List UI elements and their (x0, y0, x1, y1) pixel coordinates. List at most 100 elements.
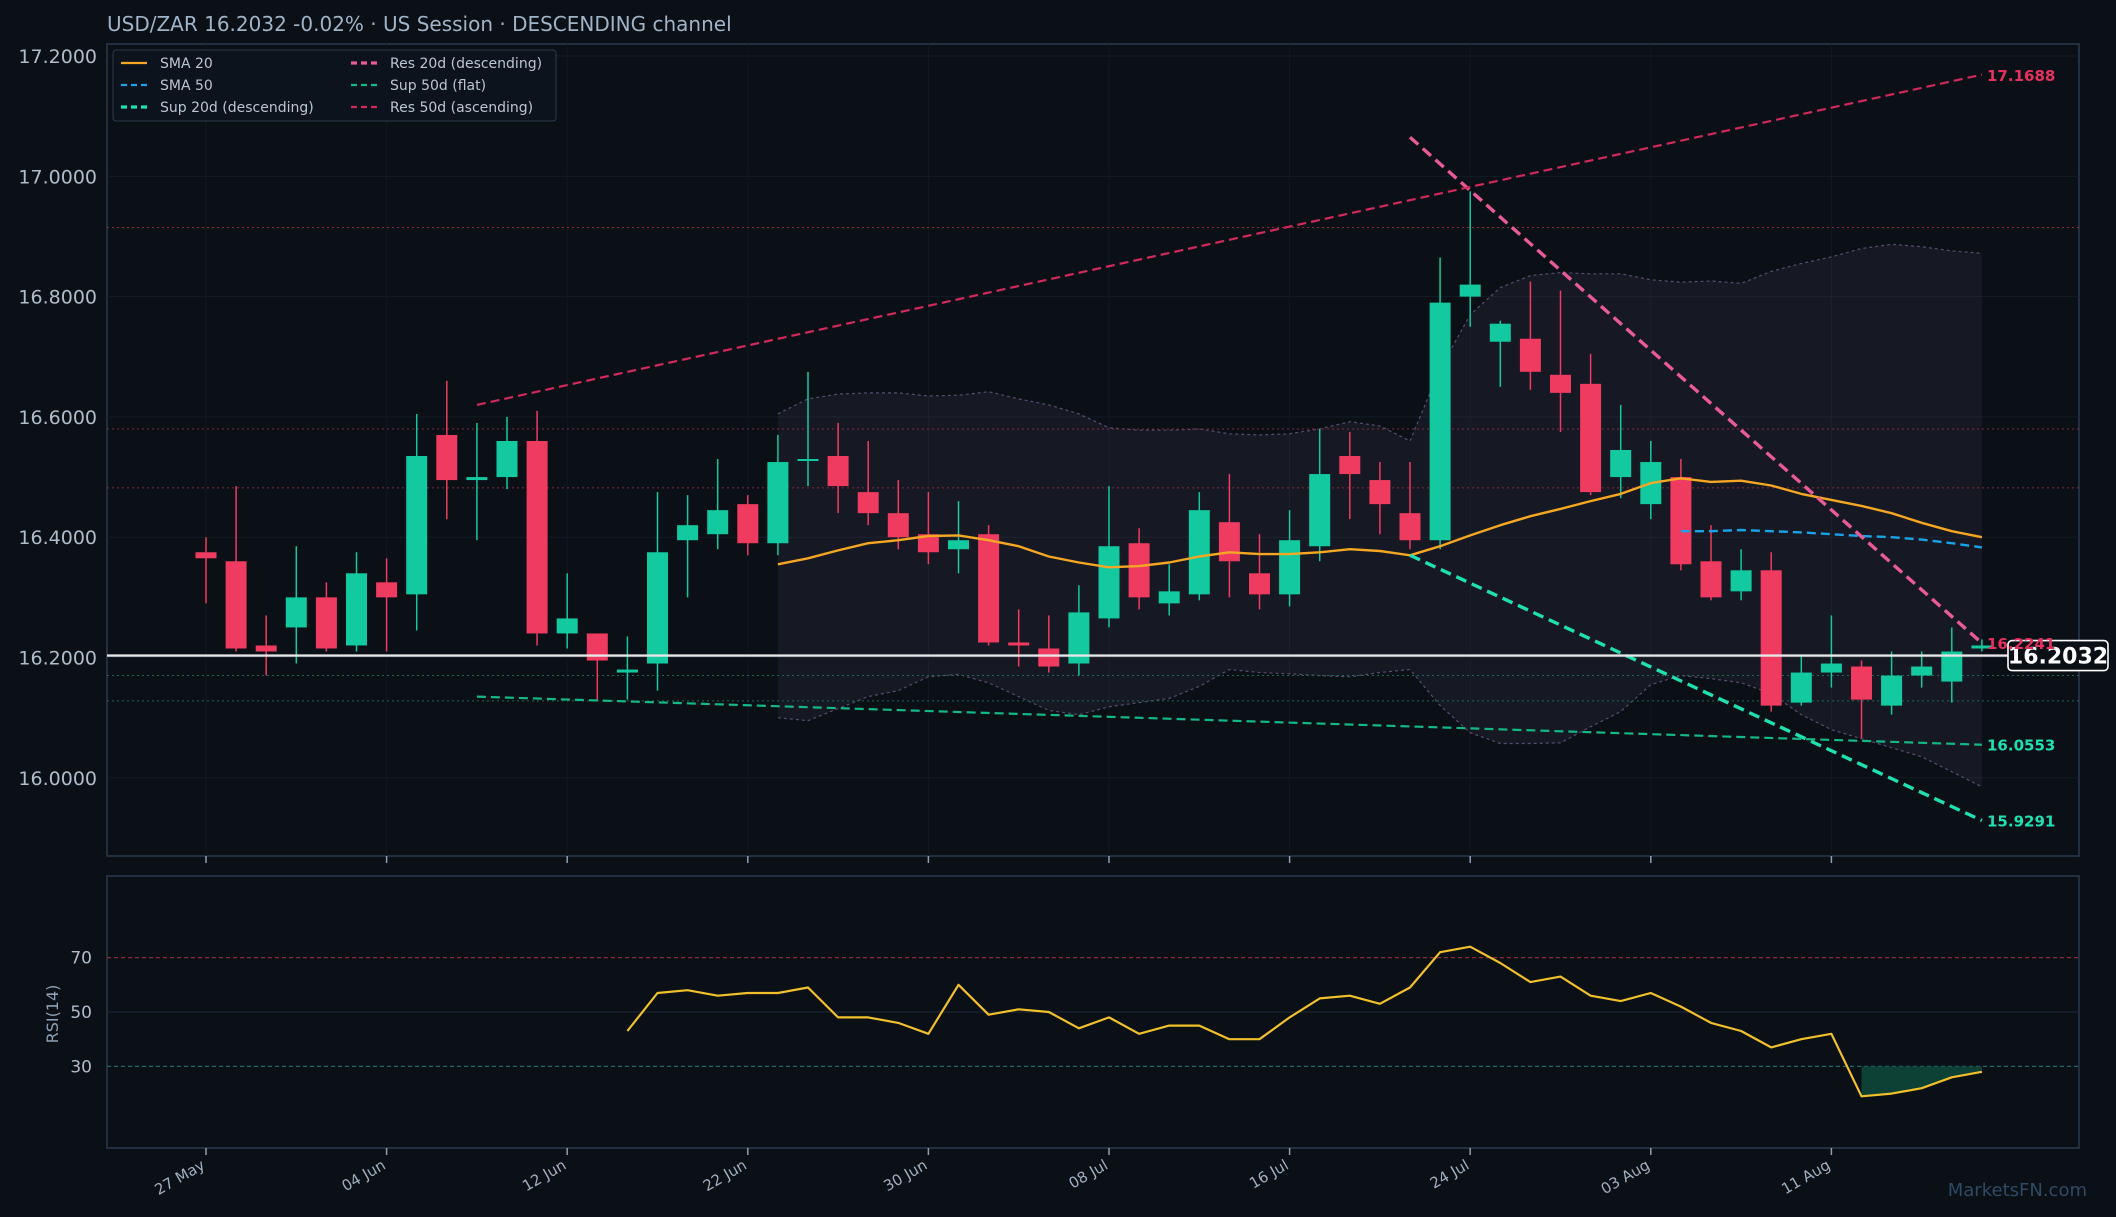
price-tick-label: 16.4000 (18, 527, 97, 549)
candle-body (647, 552, 668, 664)
candle-body (616, 669, 638, 673)
price-panel: 16.2032 17.2000 17.0000 16.8000 16.6000 16.4… (18, 43, 2109, 857)
candle-body (1790, 672, 1812, 703)
candle (1580, 353, 1602, 496)
candle (797, 371, 819, 487)
candle-body (346, 573, 367, 646)
candle (376, 558, 398, 652)
rsi-panel: 70 50 30 RSI(14) (43, 875, 2080, 1149)
rsi-tick-label: 50 (70, 1003, 92, 1023)
candle-body (1730, 570, 1752, 592)
candle (315, 582, 337, 652)
candle-body (406, 456, 428, 595)
candle-body (1550, 374, 1571, 393)
watermark: MarketsFN.com (1948, 1180, 2087, 1201)
candles (195, 191, 1993, 739)
candle (346, 552, 367, 652)
level-label: 17.1688 (1987, 67, 2055, 85)
candle (406, 413, 428, 631)
price-tick-label: 16.0000 (18, 768, 97, 790)
candle-body (1218, 522, 1240, 562)
candle-body (466, 477, 488, 481)
candle (1911, 651, 1933, 688)
last-price: 16.2032 (107, 639, 2109, 672)
trendline-support-50d (476, 695, 1982, 746)
price-tick-label: 16.2000 (18, 648, 97, 670)
candle-body (496, 440, 518, 478)
candle (496, 416, 518, 490)
legend-label: Sup 50d (flat) (390, 78, 486, 94)
candle-body (917, 534, 939, 553)
trendlines (476, 73, 1984, 823)
candle (1700, 525, 1722, 601)
candle (978, 525, 1000, 646)
candle (917, 492, 939, 565)
candle (586, 633, 608, 700)
candle-body (1760, 570, 1782, 706)
candle (1971, 639, 1993, 652)
candle-body (797, 459, 819, 462)
candle (1369, 462, 1391, 535)
candle-body (1279, 540, 1301, 595)
candle-body (1971, 645, 1993, 649)
price-tick-label: 17.0000 (18, 166, 97, 188)
candle (1128, 528, 1150, 610)
legend-label: SMA 20 (160, 56, 213, 72)
candle-body (1519, 338, 1541, 372)
candle-body (1911, 666, 1933, 676)
candle (1399, 462, 1421, 550)
candle-body (376, 582, 398, 598)
candle (1820, 615, 1842, 688)
rsi-tick-label: 30 (70, 1057, 92, 1077)
price-y-axis: 17.2000 17.0000 16.8000 16.6000 16.4000 16.20… (18, 46, 97, 790)
candle (1249, 534, 1270, 610)
candle-body (1610, 450, 1632, 478)
level-label: 16.2241 (1987, 635, 2055, 653)
candle (737, 495, 759, 556)
price-tick-label: 16.8000 (18, 287, 97, 309)
price-panel-frame (106, 43, 2080, 857)
candle (1188, 492, 1210, 601)
candle-body (285, 597, 307, 628)
candle (1881, 651, 1903, 715)
candle-body (978, 534, 1000, 643)
last-price-tag (2007, 639, 2109, 672)
rsi-layer: 70 50 30 (70, 945, 2079, 1098)
chart-title: USD/ZAR 16.2032 -0.02% · US Session · DE… (107, 12, 732, 36)
candle-body (707, 510, 729, 535)
legend-label: Sup 20d (descending) (160, 100, 314, 116)
candle-body (1670, 477, 1692, 565)
candle-body (1459, 284, 1481, 297)
candle-body (887, 513, 909, 538)
candle (1519, 281, 1541, 390)
sma50-line (1680, 528, 1983, 549)
candle (1158, 564, 1180, 616)
candle-body (1158, 591, 1180, 604)
candle (255, 615, 277, 676)
level-label: 16.0553 (1987, 737, 2055, 755)
rsi-axis-label: RSI(14) (43, 985, 62, 1044)
candle-body (1941, 651, 1963, 682)
candle (1068, 585, 1090, 676)
candle (827, 422, 849, 514)
rsi-tick-label: 70 (70, 949, 92, 969)
candle (195, 537, 217, 604)
candle (857, 440, 879, 526)
last-price-label: 16.2032 (2008, 645, 2108, 670)
candle-body (1489, 323, 1511, 342)
candle (556, 573, 578, 649)
trendline-resistance-50d (476, 73, 1983, 406)
candle-body (195, 552, 217, 559)
candle (1790, 654, 1812, 706)
price-tick-label: 17.2000 (18, 46, 97, 68)
candle-body (315, 597, 337, 649)
candle-body (1038, 648, 1060, 667)
candle-body (1068, 612, 1090, 664)
rsi-line (626, 945, 1983, 1098)
candle-body (1339, 456, 1361, 475)
candle-body (1700, 561, 1722, 598)
candle (1760, 552, 1782, 712)
candle (225, 486, 247, 652)
price-tick-label: 16.6000 (18, 407, 97, 429)
candle-body (1820, 663, 1842, 673)
